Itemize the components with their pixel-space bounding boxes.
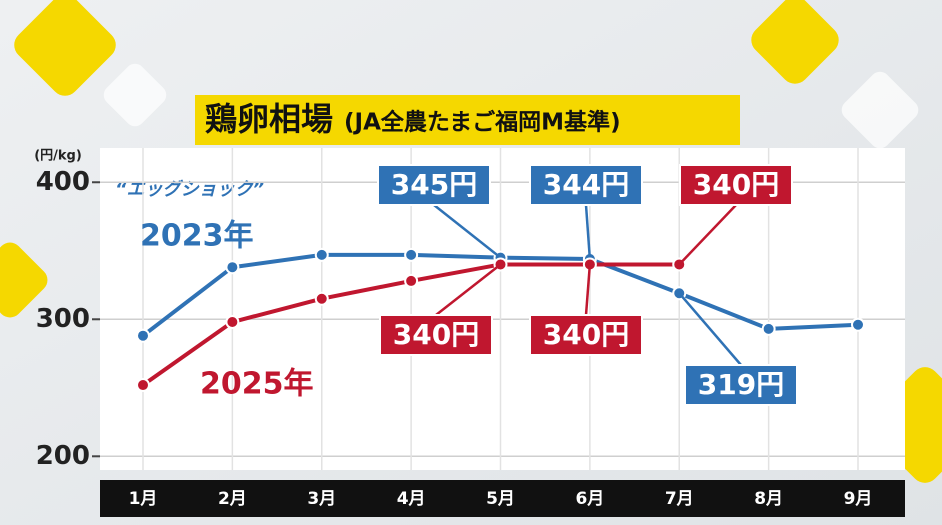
point [761,321,776,336]
point [314,247,329,262]
value-label: 345円 [391,168,477,201]
value-label: 340円 [543,318,629,351]
value-label: 340円 [393,318,479,351]
callout-box [679,164,793,206]
callout-line [435,263,502,316]
point [404,247,419,262]
series-label: 2023年 [140,219,254,254]
category-band [100,480,905,517]
point [136,378,150,393]
point [225,315,240,330]
x-tick-label: 2月 [218,489,247,509]
value-label: 344円 [543,168,629,201]
annotation: “エッグショック” [115,179,265,200]
x-tick-label: 8月 [754,489,783,509]
y-unit: (円/kg) [34,149,82,164]
x-tick-label: 5月 [486,489,515,509]
callout-box [684,364,798,406]
value-label: 340円 [693,168,779,201]
callout-box [377,164,491,206]
x-tick-label: 6月 [575,489,604,509]
point [404,273,419,288]
title-box [195,95,740,145]
chart-subtitle: (JA全農たまご福岡M基準) [344,109,621,136]
x-tick-label: 1月 [129,489,158,509]
x-tick-label: 4月 [397,489,426,509]
callout-line [584,264,592,316]
callout-box [379,314,493,356]
callout-line [433,204,502,259]
callout-box [529,314,643,356]
chart-title: 鶏卵相場 [205,100,333,138]
value-label: 319円 [698,368,784,401]
y-tick-label: 300 [36,304,90,334]
point [851,317,865,332]
y-tick-label: 400 [36,167,90,197]
x-tick-label: 3月 [307,489,336,509]
callout-box [529,164,643,206]
callout-line [678,292,742,366]
callout-line [584,204,592,260]
point [225,260,240,275]
x-tick-label: 7月 [665,489,694,509]
series-label: 2025年 [200,367,314,402]
point [136,328,150,343]
x-tick-label: 9月 [844,489,873,509]
y-tick-label: 200 [36,441,90,471]
point [314,291,329,306]
callout-line [678,204,737,266]
